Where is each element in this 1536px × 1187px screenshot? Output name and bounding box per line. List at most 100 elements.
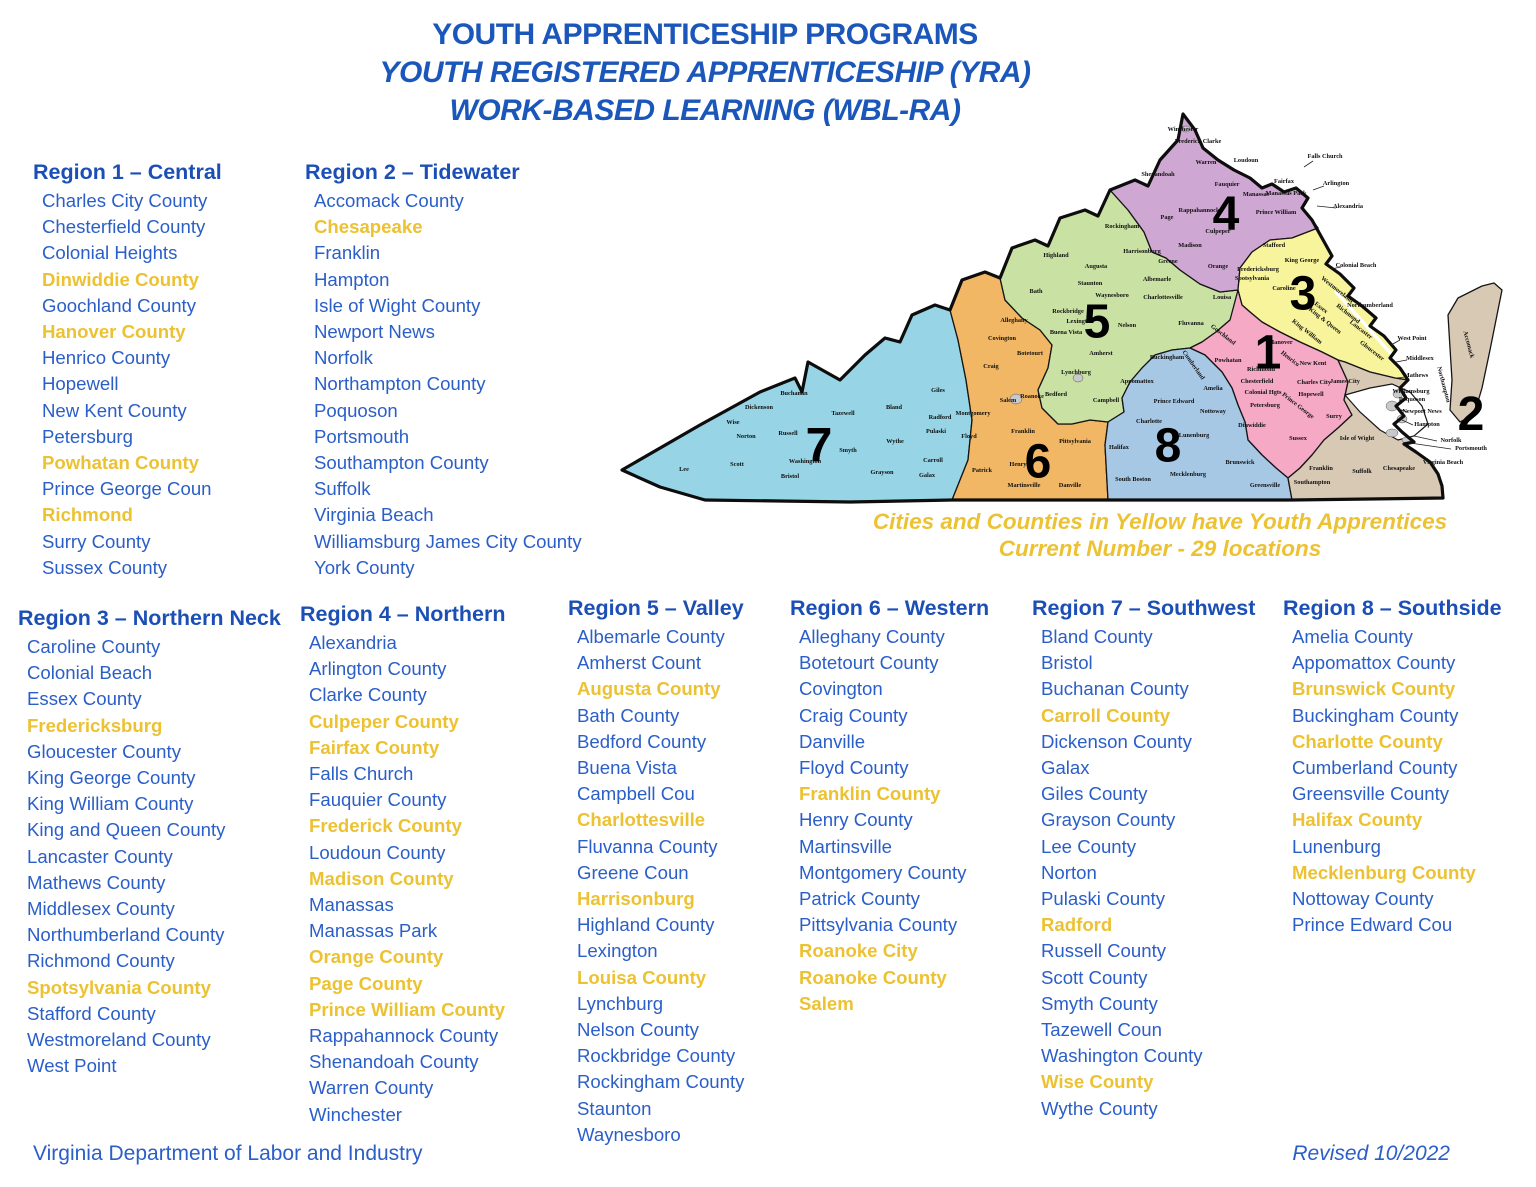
map-county-label: Pulaski [926,428,946,435]
locality-item: Lunenburg [1292,835,1381,857]
locality-item-highlighted: Charlotte County [1292,730,1443,752]
locality-item: Tazewell Coun [1041,1019,1162,1041]
map-county-label: Amelia [1203,385,1223,392]
map-county-label: Louisa [1213,294,1232,301]
locality-item: Poquoson [314,399,398,421]
locality-item-highlighted: Dinwiddie County [42,268,200,290]
map-region-number-4: 4 [1213,188,1240,241]
map-county-label: Suffolk [1352,468,1372,475]
locality-item: Galax [1041,757,1090,779]
map-county-label: Spotsylvania [1235,275,1270,282]
map-county-label: Appomattox [1120,378,1154,385]
locality-item-highlighted: Fredericksburg [27,714,163,736]
map-county-label: Petersburg [1250,402,1281,409]
map-county-label: Greene [1158,258,1178,265]
map-county-label: Bedford [1045,391,1068,398]
virginia-region-map: Buchanan Dickenson Wise Norton Russell Tazewe… [620,112,1503,504]
map-county-label: New Kent [1300,360,1328,367]
map-county-label: Rappahannock [1179,207,1220,214]
map-county-label: Washington [789,458,822,465]
locality-item: Southampton County [314,452,489,474]
map-callout-leader [1401,419,1414,426]
locality-item: Henrico County [42,347,171,369]
map-county-label: Fairfax [1274,178,1295,185]
map-county-label: Hampton [1414,421,1440,428]
map-county-label: West Point [1397,335,1427,342]
locality-item: Bristol [1041,652,1093,674]
locality-item-highlighted: Halifax County [1292,809,1423,831]
map-callout-leader [1395,407,1408,413]
locality-item-highlighted: Salem [799,992,854,1014]
map-county-label: Powhatan [1215,357,1242,364]
locality-item-highlighted: Madison County [309,867,454,889]
locality-item: Sussex County [42,556,168,578]
map-caption-line-2: Current Number - 29 locations [998,536,1322,561]
map-region-number-1: 1 [1255,327,1282,380]
map-county-label: Harrisonburg [1123,248,1161,255]
map-callout-leader [1330,266,1342,270]
map-county-label: Northumberland [1347,302,1393,309]
locality-item: Rockbridge County [577,1045,736,1067]
locality-item: Henry County [799,809,913,831]
locality-item: York County [314,556,415,578]
region-list-6: Region 6 – Western Alleghany County Boteto… [790,596,989,1017]
locality-item: Buena Vista [577,757,677,779]
locality-item: Williamsburg James City County [314,530,582,552]
map-county-label: Fluvanna [1178,320,1204,327]
region-list-5: Region 5 – Valley Albemarle County Amherst… [568,596,744,1148]
map-county-label: Southampton [1294,479,1331,486]
locality-item: Smyth County [1041,992,1158,1014]
locality-item: Essex County [27,688,142,710]
map-county-label: Alexandria [1333,203,1364,210]
map-region-number-2: 2 [1458,388,1485,441]
map-county-label: Mathews [1404,372,1429,379]
locality-item: Surry County [42,530,151,552]
map-county-label: Stafford [1263,242,1286,249]
map-callout-leader [1316,205,1337,209]
locality-item: Rappahannock County [309,1025,499,1047]
map-county-label: Scott [730,461,745,468]
locality-item: Danville [799,730,866,752]
map-county-label: Shenandoah [1141,171,1175,178]
locality-item: Middlesex County [27,898,175,920]
region-list-1: Region 1 – Central Charles City County Che… [33,160,222,581]
locality-item: Grayson County [1041,809,1176,831]
locality-item: Virginia Beach [314,504,434,526]
map-county-label: Galax [919,472,936,479]
map-county-label: Charles City [1297,379,1332,386]
locality-item: Lee County [1041,835,1137,857]
map-county-label: Williamsburg [1393,388,1431,395]
locality-item: Norfolk [314,347,373,369]
locality-item: Portsmouth [314,425,410,447]
locality-item: Clarke County [309,684,427,706]
region-list-title: Region 2 – Tidewater [305,160,520,184]
locality-item: West Point [27,1055,117,1077]
locality-item: Colonial Beach [27,662,153,684]
map-county-label: Page [1161,214,1174,221]
map-region-number-7: 7 [806,419,833,472]
map-county-label: Middlesex [1406,355,1434,362]
locality-item-highlighted: Powhatan County [42,452,200,474]
locality-item: Caroline County [27,636,161,657]
map-region-number-8: 8 [1155,419,1182,472]
map-county-label: Halifax [1109,444,1130,451]
locality-item: Lynchburg [577,992,664,1014]
map-county-label: Radford [929,414,952,421]
locality-item-highlighted: Page County [309,972,423,994]
map-county-label: Norfolk [1441,437,1462,444]
locality-item: Goochland County [42,294,197,316]
locality-item: Amherst Count [577,652,702,674]
region-list-title: Region 6 – Western [790,596,990,620]
map-county-label: Wythe [886,438,904,445]
locality-item: Richmond County [27,950,175,972]
map-county-label: Patrick [972,467,992,474]
map-caption: Cities and Counties in Yellow have Youth… [760,508,1536,562]
map-county-label: Covington [988,335,1016,342]
map-county-label: Buena Vista [1050,329,1083,336]
map-county-label: Bristol [781,473,799,480]
map-county-label: Frederick [1175,138,1202,145]
locality-item: Staunton [577,1097,652,1119]
map-county-label: Tazewell [831,410,854,417]
map-county-label: King George [1285,257,1320,264]
locality-item: Northampton County [314,373,486,395]
